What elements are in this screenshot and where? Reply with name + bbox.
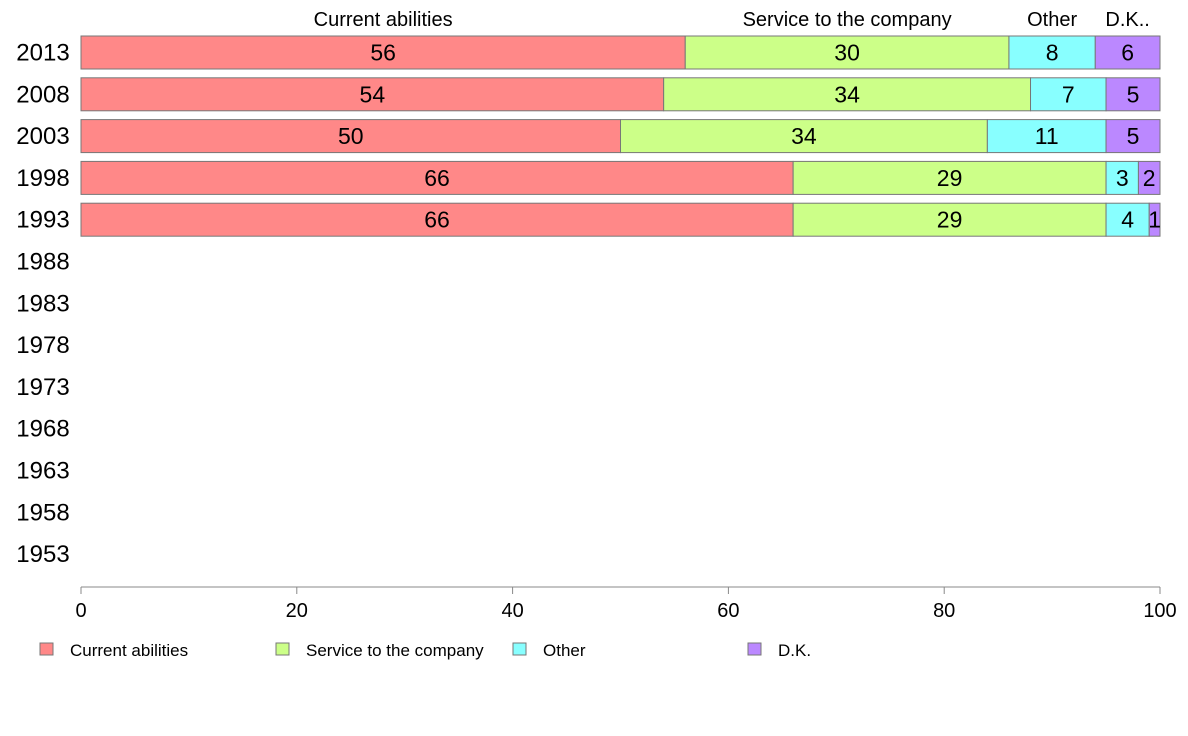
bar-2003-series-1 (80, 119, 621, 154)
bar-2008-series-2 (663, 77, 1032, 112)
bar-label-1993-series-4: 1 (1148, 207, 1161, 233)
bar-label-1998-series-4: 2 (1143, 165, 1156, 191)
legend-swatch-1 (39, 642, 54, 656)
bar-label-2003-series-2: 34 (791, 123, 817, 149)
legend-swatch-2 (275, 642, 290, 656)
legend-label-1: Current abilities (70, 641, 188, 660)
y-label-1973: 1973 (16, 374, 69, 401)
y-label-1968: 1968 (16, 416, 69, 443)
legend: Current abilities Service to the company O… (39, 641, 811, 660)
legend-swatch-4 (747, 642, 762, 656)
bar-label-1998-series-3: 3 (1116, 165, 1129, 191)
y-label-1998: 1998 (16, 165, 69, 192)
bar-label-2013-series-4: 6 (1121, 40, 1134, 66)
bar-label-1998-series-1: 66 (424, 165, 450, 191)
bar-label-2008-series-4: 5 (1127, 81, 1140, 107)
y-label-1993: 1993 (16, 207, 69, 234)
bar-label-1993-series-3: 4 (1121, 207, 1134, 233)
bar-2003-series-4 (1105, 119, 1161, 154)
bar-label-2003-series-3: 11 (1035, 123, 1059, 149)
bar-1998-series-1 (80, 160, 794, 195)
y-label-2003: 2003 (16, 123, 69, 150)
x-tick-label-40: 40 (501, 600, 523, 622)
bar-label-1993-series-1: 66 (424, 207, 450, 233)
legend-label-3: Other (543, 641, 586, 660)
y-label-1953: 1953 (16, 541, 69, 568)
bar-2008-series-1 (80, 77, 665, 112)
bar-label-2013-series-1: 56 (370, 40, 396, 66)
legend-label-4: D.K. (778, 641, 811, 660)
bar-1998-series-2 (792, 160, 1107, 195)
bar-2008-series-3 (1030, 77, 1107, 112)
y-label-1963: 1963 (16, 458, 69, 485)
x-tick-label-80: 80 (933, 600, 955, 622)
bar-label-2008-series-3: 7 (1062, 81, 1075, 107)
legend-swatch-3 (512, 642, 527, 656)
bar-2003-series-2 (620, 119, 988, 154)
top-series-labels: Current abilities Service to the company O… (314, 9, 1150, 31)
bar-label-2008-series-2: 34 (834, 81, 860, 107)
top-label-4: D.K.. (1105, 9, 1149, 31)
x-tick-label-100: 100 (1143, 600, 1176, 622)
bar-label-1998-series-2: 29 (937, 165, 963, 191)
bars: 56 30 8 6 54 34 7 5 50 34 11 5 66 29 3 2 66 29 4 1 (80, 35, 1161, 237)
bar-1993-series-2 (792, 202, 1107, 237)
y-axis-labels: 2013 2008 2003 1998 1993 1988 1983 1978 1973 1968… (16, 40, 69, 569)
y-label-1958: 1958 (16, 499, 69, 526)
bar-label-2008-series-1: 54 (360, 81, 386, 107)
top-label-1: Current abilities (314, 9, 453, 31)
legend-label-2: Service to the company (306, 641, 484, 660)
bar-2013-series-1 (80, 35, 686, 70)
bar-2013-series-4 (1094, 35, 1161, 70)
y-label-1983: 1983 (16, 290, 69, 317)
bar-2008-series-4 (1105, 77, 1161, 112)
y-label-1978: 1978 (16, 332, 69, 359)
x-axis: 0 20 40 60 80 100 (75, 586, 1177, 622)
bar-2013-series-3 (1008, 35, 1096, 70)
top-label-3: Other (1027, 9, 1077, 31)
x-tick-label-20: 20 (286, 600, 308, 622)
bar-1993-series-1 (80, 202, 794, 237)
x-tick-label-60: 60 (717, 600, 739, 622)
bar-1993-series-3 (1105, 202, 1150, 237)
y-label-1988: 1988 (16, 249, 69, 276)
bar-label-2003-series-1: 50 (338, 123, 364, 149)
bar-2013-series-2 (684, 35, 1010, 70)
y-label-2008: 2008 (16, 81, 69, 108)
bar-label-2013-series-3: 8 (1046, 40, 1059, 66)
y-label-2013: 2013 (16, 40, 69, 67)
bar-label-1993-series-2: 29 (937, 207, 963, 233)
bar-1993-series-4 (1148, 202, 1161, 237)
bar-label-2003-series-4: 5 (1127, 123, 1140, 149)
bar-1998-series-4 (1137, 160, 1161, 195)
top-label-2: Service to the company (743, 9, 952, 31)
x-tick-label-0: 0 (75, 600, 86, 622)
bar-label-2013-series-2: 30 (834, 40, 860, 66)
